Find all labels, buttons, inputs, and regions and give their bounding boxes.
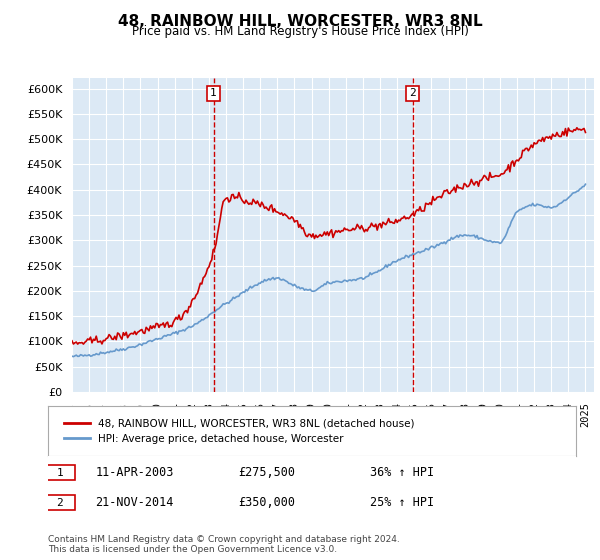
Text: 25% ↑ HPI: 25% ↑ HPI — [370, 496, 434, 509]
Text: £275,500: £275,500 — [238, 466, 295, 479]
Text: Price paid vs. HM Land Registry's House Price Index (HPI): Price paid vs. HM Land Registry's House … — [131, 25, 469, 38]
Text: 2: 2 — [56, 498, 63, 508]
Text: 1: 1 — [56, 468, 63, 478]
Text: 1: 1 — [210, 88, 217, 99]
Text: 11-APR-2003: 11-APR-2003 — [95, 466, 174, 479]
FancyBboxPatch shape — [44, 465, 76, 480]
Legend: 48, RAINBOW HILL, WORCESTER, WR3 8NL (detached house), HPI: Average price, detac: 48, RAINBOW HILL, WORCESTER, WR3 8NL (de… — [58, 413, 420, 449]
Text: 2: 2 — [409, 88, 416, 99]
Text: 36% ↑ HPI: 36% ↑ HPI — [370, 466, 434, 479]
FancyBboxPatch shape — [406, 86, 419, 100]
FancyBboxPatch shape — [206, 86, 220, 100]
Text: 48, RAINBOW HILL, WORCESTER, WR3 8NL: 48, RAINBOW HILL, WORCESTER, WR3 8NL — [118, 14, 482, 29]
Text: 21-NOV-2014: 21-NOV-2014 — [95, 496, 174, 509]
Text: £350,000: £350,000 — [238, 496, 295, 509]
Text: Contains HM Land Registry data © Crown copyright and database right 2024.
This d: Contains HM Land Registry data © Crown c… — [48, 535, 400, 554]
FancyBboxPatch shape — [44, 495, 76, 511]
